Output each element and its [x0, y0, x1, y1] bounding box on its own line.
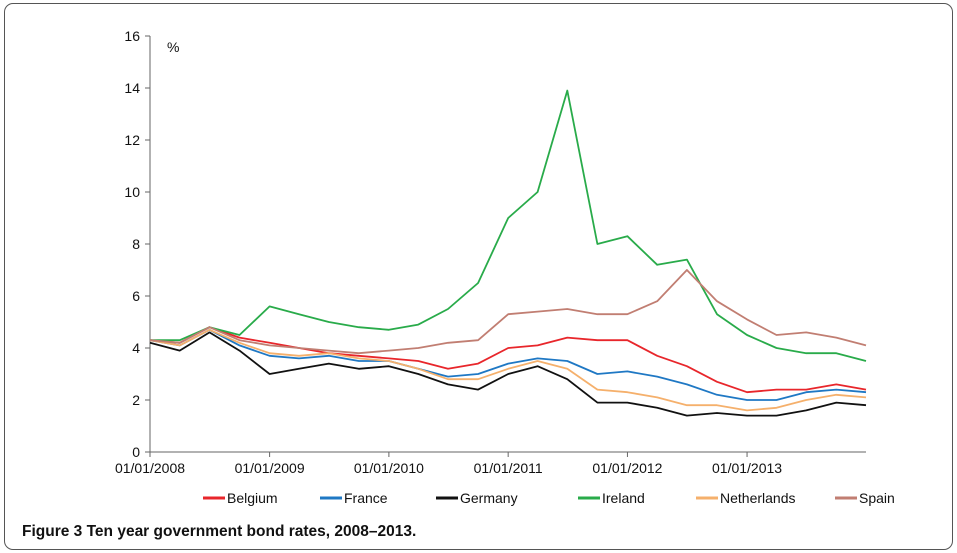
figure-caption-text: Ten year government bond rates, 2008–201…	[86, 523, 417, 540]
figure-caption: Figure 3 Ten year government bond rates,…	[22, 523, 416, 541]
x-tick-label: 01/01/2008	[115, 460, 185, 476]
y-tick-label: 0	[132, 444, 140, 460]
y-tick-label: 12	[124, 132, 140, 148]
legend-label-france: France	[344, 490, 388, 506]
series-line-netherlands	[149, 328, 867, 412]
chart-legend: Belgium France Germany Ireland Netherlands Sp…	[203, 490, 895, 506]
x-tick-label: 01/01/2009	[235, 460, 305, 476]
series-line-france	[149, 328, 867, 401]
chart-axes: 0 2 4 6 8 10 12 14 16% 01/01/2008 01/01/2009 01/01/…	[115, 28, 866, 476]
y-tick-label: 2	[132, 392, 140, 408]
y-tick-label: 4	[132, 340, 140, 356]
x-tick-label: 01/01/2011	[474, 460, 543, 476]
legend-label-netherlands: Netherlands	[720, 490, 796, 506]
x-tick-label: 01/01/2013	[712, 460, 782, 476]
figure-label: Figure 3	[22, 523, 83, 540]
y-tick-label: 6	[132, 288, 140, 304]
legend-label-germany: Germany	[460, 490, 518, 506]
series-line-belgium	[149, 326, 867, 394]
y-tick-label: 10	[124, 184, 140, 200]
legend-label-ireland: Ireland	[602, 490, 645, 506]
y-axis-label: %	[167, 39, 179, 55]
y-tick-label: 16	[124, 28, 140, 44]
chart-series	[149, 89, 867, 417]
figure-frame	[4, 3, 953, 550]
x-tick-label: 01/01/2012	[592, 460, 662, 476]
legend-label-belgium: Belgium	[227, 490, 278, 506]
series-line-germany	[149, 331, 867, 417]
y-tick-label: 8	[132, 236, 140, 252]
series-line-ireland	[150, 89, 867, 362]
y-tick-label: 14	[124, 80, 140, 96]
legend-label-spain: Spain	[859, 490, 895, 506]
x-tick-label: 01/01/2010	[354, 460, 424, 476]
series-line-spain	[149, 269, 867, 355]
